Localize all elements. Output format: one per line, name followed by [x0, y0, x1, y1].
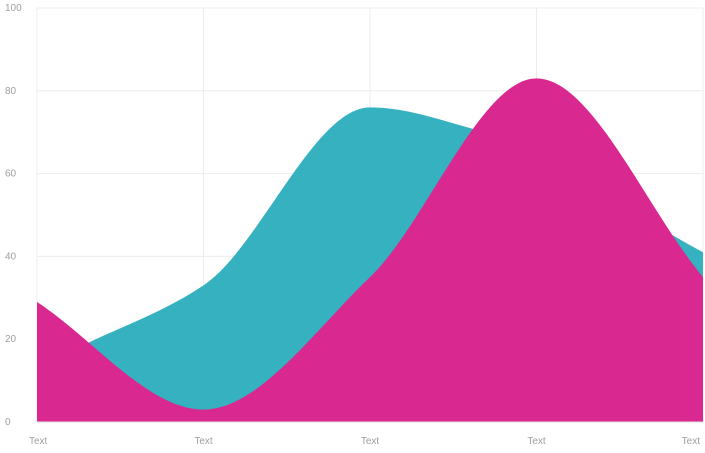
chart-axes: 0 20 40 60 80 100 Text Text Text Text Text [5, 3, 703, 447]
chart-series [37, 78, 703, 422]
y-tick-label: 60 [5, 169, 17, 180]
y-tick-label: 40 [5, 251, 17, 262]
series-area-2 [37, 78, 703, 422]
y-tick-label: 20 [5, 334, 17, 345]
y-tick-label: 80 [5, 86, 17, 97]
x-tick-label: Text [361, 436, 380, 447]
y-tick-label: 0 [5, 417, 11, 428]
x-tick-label: Text [194, 436, 213, 447]
y-tick-label: 100 [5, 3, 22, 14]
x-tick-label: Text [682, 436, 701, 447]
x-tick-label: Text [527, 436, 546, 447]
x-tick-label: Text [29, 436, 48, 447]
